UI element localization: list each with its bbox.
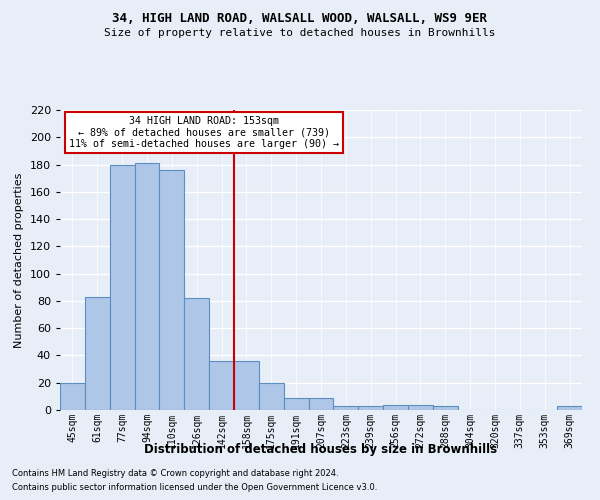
Text: Size of property relative to detached houses in Brownhills: Size of property relative to detached ho… — [104, 28, 496, 38]
Text: 34, HIGH LAND ROAD, WALSALL WOOD, WALSALL, WS9 9ER: 34, HIGH LAND ROAD, WALSALL WOOD, WALSAL… — [113, 12, 487, 26]
Bar — [60, 382, 85, 410]
Text: Contains public sector information licensed under the Open Government Licence v3: Contains public sector information licen… — [12, 484, 377, 492]
Bar — [358, 406, 383, 410]
Bar — [160, 170, 184, 410]
Bar — [234, 361, 259, 410]
Bar — [408, 404, 433, 410]
Bar — [110, 164, 134, 410]
Y-axis label: Number of detached properties: Number of detached properties — [14, 172, 24, 348]
Bar — [557, 406, 582, 410]
Bar — [308, 398, 334, 410]
Bar — [259, 382, 284, 410]
Bar — [184, 298, 209, 410]
Bar — [134, 163, 160, 410]
Bar — [383, 404, 408, 410]
Bar — [284, 398, 308, 410]
Text: Contains HM Land Registry data © Crown copyright and database right 2024.: Contains HM Land Registry data © Crown c… — [12, 468, 338, 477]
Text: Distribution of detached houses by size in Brownhills: Distribution of detached houses by size … — [145, 444, 497, 456]
Bar — [209, 361, 234, 410]
Bar — [85, 297, 110, 410]
Text: 34 HIGH LAND ROAD: 153sqm
← 89% of detached houses are smaller (739)
11% of semi: 34 HIGH LAND ROAD: 153sqm ← 89% of detac… — [68, 116, 338, 149]
Bar — [433, 406, 458, 410]
Bar — [334, 406, 358, 410]
